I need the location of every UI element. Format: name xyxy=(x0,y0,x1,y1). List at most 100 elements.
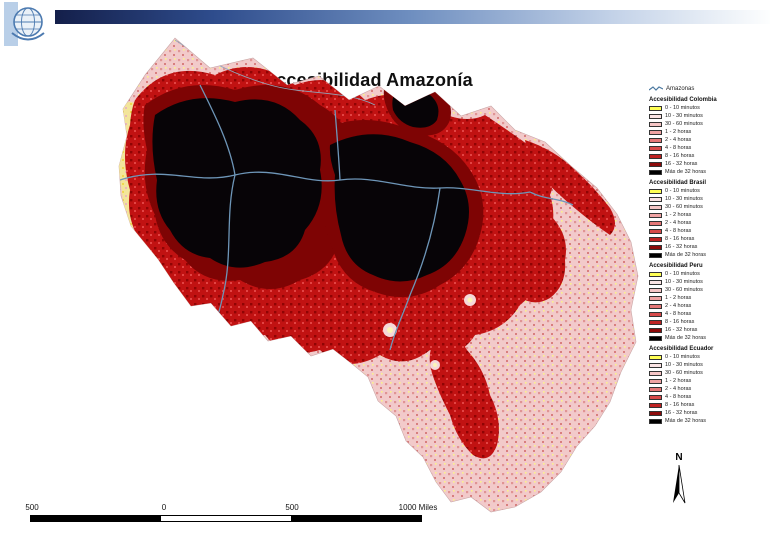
legend-class-row: 1 - 2 horas xyxy=(649,377,769,385)
river-line-icon xyxy=(649,86,663,91)
scale-bar: 500 0 500 1000 Miles xyxy=(25,503,437,529)
un-emblem-graphic xyxy=(4,2,50,46)
legend-class-row: 2 - 4 horas xyxy=(649,136,769,144)
legend-class-label: 2 - 4 horas xyxy=(665,137,692,143)
scale-bar-labels: 500 0 500 1000 Miles xyxy=(25,503,437,513)
legend-color-swatch xyxy=(649,244,662,250)
legend-class-row: 16 - 32 horas xyxy=(649,326,769,334)
scale-label: 0 xyxy=(161,503,167,512)
legend-color-swatch xyxy=(649,287,662,293)
legend-color-swatch xyxy=(649,129,662,135)
legend-section-title: Accesibilidad Ecuador xyxy=(649,346,714,352)
scale-label: 500 xyxy=(25,503,39,512)
legend-color-swatch xyxy=(649,295,662,301)
legend-class-label: 10 - 30 minutos xyxy=(665,113,703,119)
legend-color-swatch xyxy=(649,145,662,151)
legend-color-swatch xyxy=(649,279,662,285)
legend-class-row: 10 - 30 minutos xyxy=(649,278,769,286)
legend-class-row: 2 - 4 horas xyxy=(649,385,769,393)
legend-color-swatch xyxy=(649,362,662,368)
legend-class-label: 16 - 32 horas xyxy=(665,161,698,167)
legend-color-swatch xyxy=(649,319,662,325)
north-arrow-icon xyxy=(673,464,686,504)
legend-color-swatch xyxy=(649,311,662,317)
legend-class-row: 1 - 2 horas xyxy=(649,211,769,219)
legend-color-swatch xyxy=(649,394,662,400)
legend-class-label: 0 - 10 minutos xyxy=(665,188,700,194)
legend-class-label: 10 - 30 minutos xyxy=(665,362,703,368)
legend-class-row: 4 - 8 horas xyxy=(649,310,769,318)
legend-class-row: 30 - 60 minutos xyxy=(649,369,769,377)
legend-class-label: 2 - 4 horas xyxy=(665,303,692,309)
scale-segment xyxy=(161,516,291,521)
legend-class-label: 30 - 60 minutos xyxy=(665,204,703,210)
legend-class-row: 0 - 10 minutos xyxy=(649,270,769,278)
legend-class-row: 0 - 10 minutos xyxy=(649,353,769,361)
legend-class-label: Más de 32 horas xyxy=(665,335,706,341)
legend-class-row: Más de 32 horas xyxy=(649,417,769,425)
legend-sections: Accesibilidad Colombia 0 - 10 minutos 10 -… xyxy=(649,96,769,425)
legend-class-row: 10 - 30 minutos xyxy=(649,361,769,369)
legend-section-title: Accesibilidad Peru xyxy=(649,263,703,269)
legend-class-label: 4 - 8 horas xyxy=(665,145,692,151)
legend-color-swatch xyxy=(649,137,662,143)
legend-class-label: 1 - 2 horas xyxy=(665,212,692,218)
legend-class-label: 4 - 8 horas xyxy=(665,394,692,400)
legend-river-label: Amazonas xyxy=(666,85,695,92)
legend-color-swatch xyxy=(649,386,662,392)
legend-class-label: 1 - 2 horas xyxy=(665,129,692,135)
legend-class-row: 4 - 8 horas xyxy=(649,393,769,401)
legend-class-row: Más de 32 horas xyxy=(649,251,769,259)
legend-class-row: 30 - 60 minutos xyxy=(649,120,769,128)
legend-section-title: Accesibilidad Brasil xyxy=(649,180,707,186)
legend-class-label: 0 - 10 minutos xyxy=(665,105,700,111)
legend-river-item: Amazonas xyxy=(649,84,769,93)
legend-class-label: Más de 32 horas xyxy=(665,252,706,258)
legend-color-swatch xyxy=(649,335,662,341)
legend-class-row: 16 - 32 horas xyxy=(649,409,769,417)
legend-class-label: 1 - 2 horas xyxy=(665,378,692,384)
legend-class-label: 16 - 32 horas xyxy=(665,410,698,416)
legend-class-row: 2 - 4 horas xyxy=(649,302,769,310)
map-graphic xyxy=(118,37,639,513)
header-gradient-bar xyxy=(55,10,770,24)
legend-class-row: Más de 32 horas xyxy=(649,334,769,342)
legend-class-label: 16 - 32 horas xyxy=(665,327,698,333)
legend-class-row: 4 - 8 horas xyxy=(649,227,769,235)
scale-segment xyxy=(31,516,161,521)
legend-color-swatch xyxy=(649,196,662,202)
legend-class-label: Más de 32 horas xyxy=(665,418,706,424)
legend-class-label: 8 - 16 horas xyxy=(665,319,695,325)
legend-color-swatch xyxy=(649,228,662,234)
legend-section-title: Accesibilidad Colombia xyxy=(649,97,717,103)
legend-class-label: Más de 32 horas xyxy=(665,169,706,175)
legend-color-swatch xyxy=(649,370,662,376)
legend-class-row: 8 - 16 horas xyxy=(649,235,769,243)
legend-class-row: 30 - 60 minutos xyxy=(649,203,769,211)
inaccessible-core xyxy=(152,89,469,282)
scale-label: 1000 Miles xyxy=(398,503,438,512)
legend-class-label: 10 - 30 minutos xyxy=(665,279,703,285)
north-label: N xyxy=(675,452,683,463)
legend-class-label: 8 - 16 horas xyxy=(665,153,695,159)
legend-class-label: 1 - 2 horas xyxy=(665,295,692,301)
legend-color-swatch xyxy=(649,327,662,333)
legend-color-swatch xyxy=(649,402,662,408)
legend-color-swatch xyxy=(649,121,662,127)
legend-class-label: 2 - 4 horas xyxy=(665,386,692,392)
legend-color-swatch xyxy=(649,236,662,242)
legend-class-row: 10 - 30 minutos xyxy=(649,195,769,203)
legend-class-row: 16 - 32 horas xyxy=(649,160,769,168)
legend-class-row: 10 - 30 minutos xyxy=(649,112,769,120)
scale-segment xyxy=(291,516,421,521)
legend-class-row: 30 - 60 minutos xyxy=(649,286,769,294)
legend-class-row: 1 - 2 horas xyxy=(649,128,769,136)
legend-class-row: 8 - 16 horas xyxy=(649,401,769,409)
legend-class-label: 2 - 4 horas xyxy=(665,220,692,226)
legend-color-swatch xyxy=(649,220,662,226)
amazon-accessibility-map xyxy=(105,30,645,515)
legend-class-row: 8 - 16 horas xyxy=(649,152,769,160)
legend-class-row: 0 - 10 minutos xyxy=(649,104,769,112)
legend-color-swatch xyxy=(649,303,662,309)
